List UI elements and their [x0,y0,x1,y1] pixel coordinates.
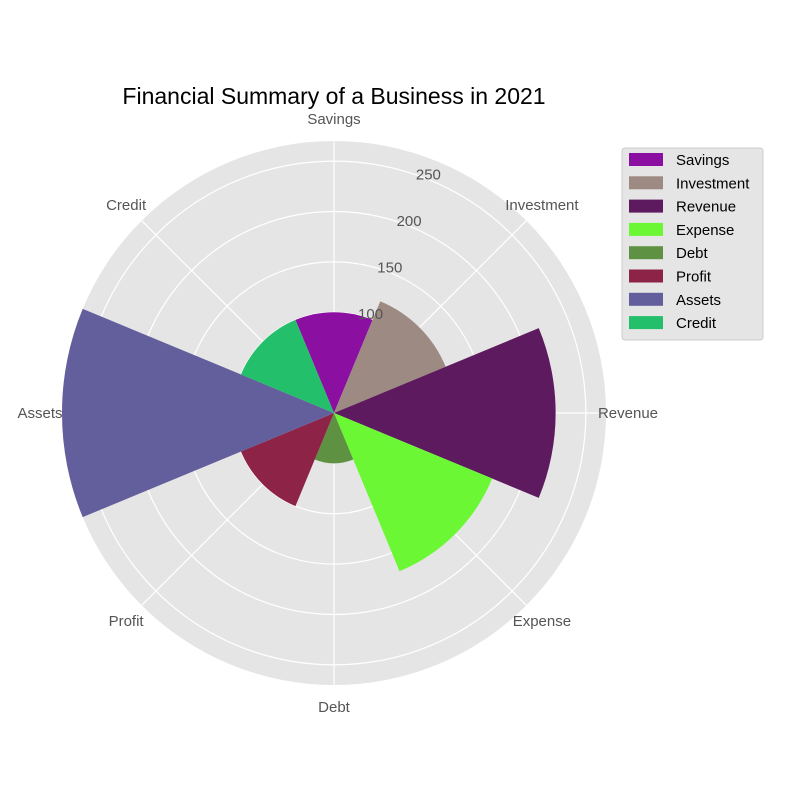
legend-label-revenue: Revenue [676,199,736,216]
bar-debt [314,413,354,464]
category-labels: Savings Investment Revenue Expense Debt Profi… [17,111,658,716]
radial-tick-150: 150 [377,259,402,276]
legend-swatch-assets [629,292,663,306]
legend-label-investment: Investment [676,175,750,192]
legend-label-assets: Assets [676,292,721,309]
category-label-revenue: Revenue [598,405,658,422]
bar-credit [240,319,334,413]
legend-label-expense: Expense [676,222,734,239]
bar-assets [62,308,335,518]
category-label-credit: Credit [106,197,147,214]
bar-expense [334,413,493,572]
radial-tick-200: 200 [397,213,422,230]
radial-tick-250: 250 [416,166,441,183]
category-label-expense: Expense [513,613,571,630]
chart-title: Financial Summary of a Business in 2021 [122,83,545,109]
legend-swatch-revenue [629,199,663,213]
legend-label-savings: Savings [676,152,729,169]
legend-label-credit: Credit [676,315,717,332]
legend-swatch-expense [629,222,663,236]
category-label-investment: Investment [505,197,579,214]
bar-revenue [334,328,556,498]
legend-label-debt: Debt [676,245,709,262]
radial-tick-100: 100 [358,306,383,323]
legend-swatch-savings [629,153,663,166]
category-label-debt: Debt [318,699,351,716]
legend-swatch-investment [629,176,663,190]
category-label-savings: Savings [307,111,360,128]
legend-swatch-profit [629,269,663,283]
legend: Savings Investment Revenue Expense Debt Profi… [621,147,764,341]
bars-group [62,301,556,572]
bar-savings [295,312,373,413]
legend-box [621,147,764,341]
legend-label-profit: Profit [676,269,712,286]
bar-investment [334,301,446,413]
legend-swatch-credit [629,316,663,330]
bar-profit [240,413,334,507]
category-label-assets: Assets [17,405,62,422]
radial-tick-labels: 100 150 200 250 [358,166,441,323]
legend-swatch-debt [629,246,663,260]
category-label-profit: Profit [109,613,145,630]
